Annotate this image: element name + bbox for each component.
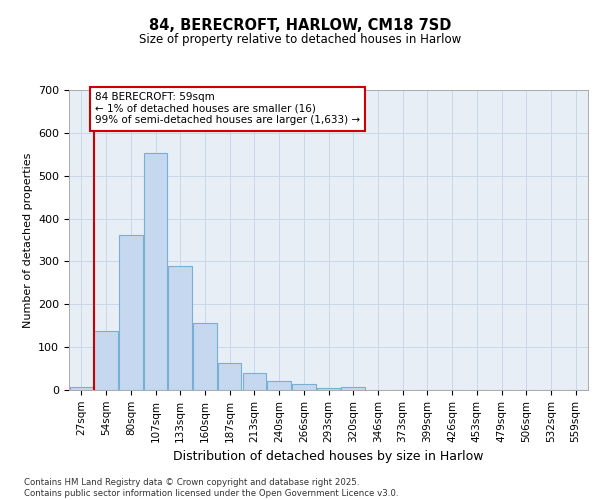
X-axis label: Distribution of detached houses by size in Harlow: Distribution of detached houses by size … [173,450,484,463]
Bar [169,266,192,390]
Bar [242,373,266,390]
Bar [70,386,93,390]
Text: Size of property relative to detached houses in Harlow: Size of property relative to detached ho… [139,32,461,46]
Bar [341,386,365,390]
Bar [94,331,118,390]
Bar [119,235,143,390]
Y-axis label: Number of detached properties: Number of detached properties [23,152,32,328]
Bar [144,154,167,390]
Bar [218,363,241,390]
Bar [317,388,340,390]
Text: 84 BERECROFT: 59sqm
← 1% of detached houses are smaller (16)
99% of semi-detache: 84 BERECROFT: 59sqm ← 1% of detached hou… [95,92,360,126]
Text: Contains HM Land Registry data © Crown copyright and database right 2025.
Contai: Contains HM Land Registry data © Crown c… [24,478,398,498]
Bar [268,380,291,390]
Bar [193,322,217,390]
Text: 84, BERECROFT, HARLOW, CM18 7SD: 84, BERECROFT, HARLOW, CM18 7SD [149,18,451,32]
Bar [292,384,316,390]
